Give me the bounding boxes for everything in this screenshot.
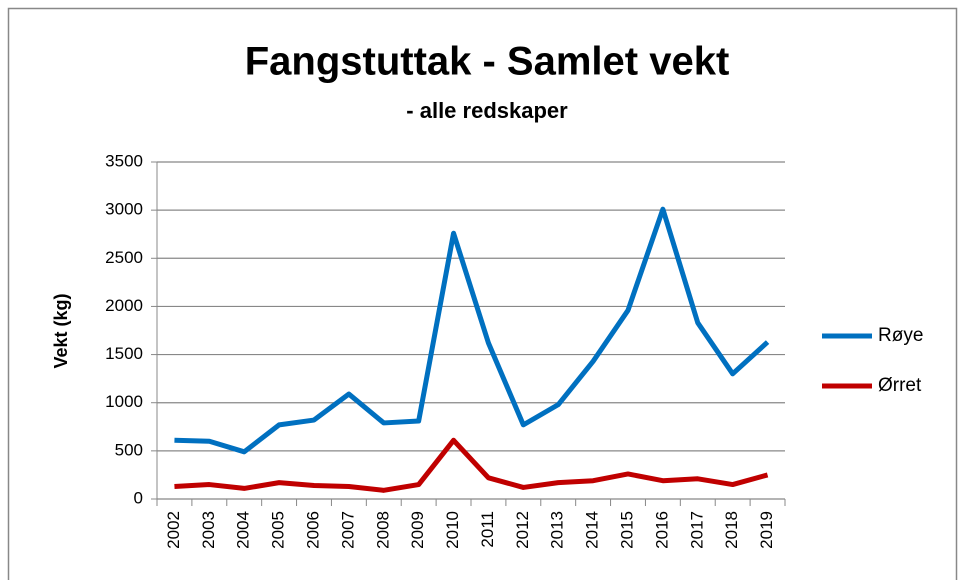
x-tick-label: 2016 <box>652 511 671 549</box>
legend-label: Røye <box>878 325 923 346</box>
x-tick-label: 2013 <box>548 511 567 549</box>
legend-label: Ørret <box>878 375 922 396</box>
x-tick-label: 2011 <box>478 511 497 548</box>
x-tick-label: 2019 <box>757 511 776 549</box>
x-tick-label: 2004 <box>234 511 253 549</box>
x-tick-label: 2009 <box>408 511 427 549</box>
line-series <box>174 206 770 455</box>
x-tick-label: 2005 <box>269 511 288 549</box>
y-tick-label: 0 <box>134 488 143 507</box>
x-tick-label: 2012 <box>513 511 532 549</box>
x-tick-label: 2008 <box>373 511 392 549</box>
y-tick-label: 2000 <box>105 296 143 315</box>
x-tick-label: 2018 <box>722 511 741 549</box>
chart-frame <box>7 7 958 580</box>
y-tick-label: 2500 <box>105 248 143 267</box>
y-tick-label: 3000 <box>105 200 143 219</box>
chart-subtitle: - alle redskaper <box>406 98 568 123</box>
x-tick-label: 2014 <box>583 511 602 549</box>
x-tick-label: 2006 <box>303 511 322 549</box>
x-tick-label: 2003 <box>199 511 218 549</box>
x-tick-label: 2007 <box>338 511 357 549</box>
y-tick-label: 500 <box>115 440 143 459</box>
y-tick-label: 3500 <box>105 151 143 170</box>
y-tick-label: 1000 <box>105 392 143 411</box>
line-series <box>174 437 769 493</box>
chart-title: Fangstuttak - Samlet vekt <box>245 40 730 84</box>
x-tick-label: 2002 <box>164 511 183 549</box>
y-tick-label: 1500 <box>105 344 143 363</box>
y-axis-label: Vekt (kg) <box>51 293 71 368</box>
x-tick-label: 2015 <box>617 511 636 549</box>
x-tick-label: 2017 <box>687 511 706 549</box>
x-tick-label: 2010 <box>443 511 462 549</box>
